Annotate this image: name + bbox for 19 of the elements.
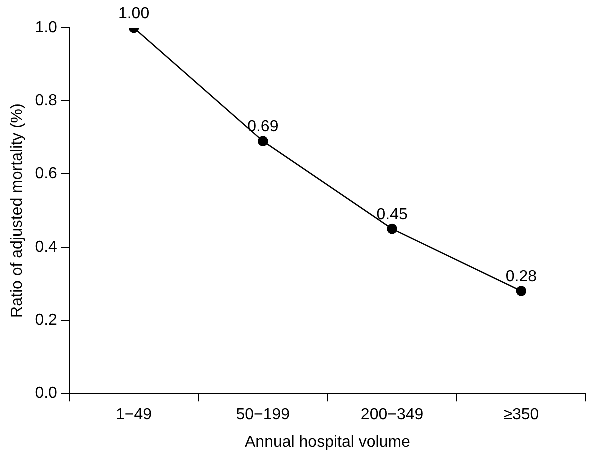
x-tick-label: ≥350 [504,406,540,424]
x-tick-label: 200−349 [360,406,424,424]
text: 0.45 [376,206,408,224]
point [258,136,268,146]
y-tick-label: 1.0 [35,19,58,36]
text: 1.00 [118,5,150,22]
text: 0.28 [506,268,537,286]
x-tick-label: 50−199 [236,406,290,424]
point [387,224,398,234]
y-tick-label: 0.4 [35,238,58,256]
y-tick-label: 0.0 [35,385,58,402]
text: 0.69 [248,118,279,136]
x-axis-title: Annual hospital volume [245,434,411,451]
y-tick-label: 0.2 [35,312,58,329]
y-tick-label: 0.6 [35,166,58,183]
point [516,286,527,296]
y-tick-label: 0.8 [35,92,58,110]
x-tick-label: 1−49 [116,406,152,424]
y-axis-title: Ratio of adjusted mortality (%) [9,104,26,318]
